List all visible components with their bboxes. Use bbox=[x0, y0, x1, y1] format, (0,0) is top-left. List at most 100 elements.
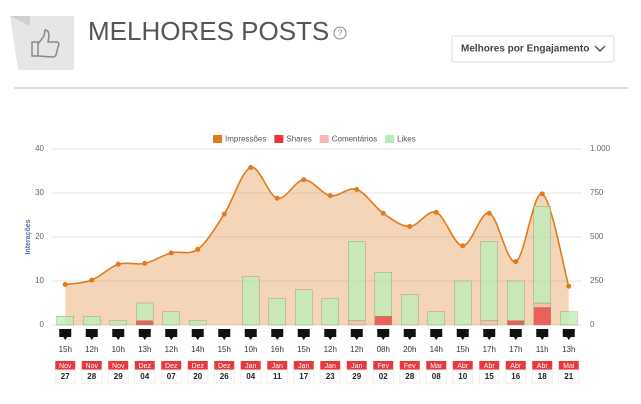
month-badge bbox=[532, 361, 553, 370]
y2-tick-label: 0 bbox=[590, 320, 595, 329]
month-label: Nov bbox=[112, 363, 125, 370]
day-box bbox=[107, 369, 129, 384]
month-badge bbox=[452, 361, 473, 370]
time-label: 14h bbox=[191, 345, 204, 354]
area-point bbox=[62, 282, 68, 288]
area-point bbox=[566, 283, 572, 289]
day-box bbox=[319, 369, 341, 384]
area-point bbox=[301, 177, 307, 183]
time-label: 11h bbox=[536, 345, 549, 354]
month-label: Dez bbox=[165, 363, 178, 370]
time-label: 15h bbox=[218, 345, 231, 354]
day-box bbox=[346, 369, 368, 384]
day-label: 29 bbox=[352, 372, 361, 381]
day-box bbox=[452, 369, 474, 384]
month-label: Dez bbox=[192, 363, 205, 370]
day-box bbox=[160, 369, 182, 384]
bar bbox=[321, 298, 339, 326]
bar bbox=[136, 320, 154, 326]
comment-icon bbox=[509, 329, 522, 340]
time-label: 10h bbox=[112, 345, 125, 354]
bar bbox=[507, 320, 525, 326]
day-label: 02 bbox=[379, 372, 388, 381]
time-label: 15h bbox=[59, 345, 72, 354]
area-point bbox=[513, 259, 519, 265]
day-label: 18 bbox=[538, 372, 547, 381]
comment-icon bbox=[430, 329, 443, 340]
month-badge bbox=[320, 361, 341, 370]
area-point bbox=[274, 195, 280, 201]
month-label: Jan bbox=[351, 363, 362, 370]
day-box bbox=[213, 369, 235, 384]
day-label: 23 bbox=[326, 372, 335, 381]
help-text: ? bbox=[338, 29, 343, 38]
time-label: 08h bbox=[377, 345, 390, 354]
month-label: Jan bbox=[298, 363, 309, 370]
legend-swatch bbox=[385, 135, 395, 143]
thumbs-up-icon bbox=[31, 29, 60, 58]
bar bbox=[109, 320, 127, 326]
month-label: Jan bbox=[245, 363, 256, 370]
month-badge bbox=[55, 361, 76, 370]
bar bbox=[242, 276, 260, 326]
area-fill bbox=[65, 167, 569, 325]
bar bbox=[136, 302, 154, 321]
day-box bbox=[399, 369, 421, 384]
day-box bbox=[240, 369, 262, 384]
month-label: Dez bbox=[218, 363, 231, 370]
bar bbox=[268, 298, 286, 326]
area-point bbox=[115, 261, 121, 267]
day-label: 17 bbox=[299, 372, 308, 381]
month-badge bbox=[187, 361, 208, 370]
comment-icon bbox=[244, 329, 257, 340]
dropdown[interactable] bbox=[451, 35, 615, 63]
day-label: 08 bbox=[432, 372, 441, 381]
comment-icon bbox=[562, 329, 575, 340]
day-box bbox=[478, 369, 500, 384]
comment-icon bbox=[456, 329, 469, 340]
comment-icon bbox=[483, 329, 496, 340]
y2-tick-label: 1.000 bbox=[590, 144, 611, 153]
day-box bbox=[266, 369, 288, 384]
month-label: Dez bbox=[139, 363, 152, 370]
month-label: Abr bbox=[484, 363, 496, 370]
legend-swatch bbox=[319, 135, 329, 143]
bar bbox=[374, 272, 392, 317]
day-label: 29 bbox=[114, 372, 123, 381]
y-tick-label: 20 bbox=[35, 232, 44, 241]
month-label: Abr bbox=[510, 363, 522, 370]
time-label: 16h bbox=[271, 345, 284, 354]
day-label: 15 bbox=[485, 372, 494, 381]
day-label: 20 bbox=[193, 372, 202, 381]
comment-icon bbox=[165, 329, 178, 340]
area-point bbox=[433, 209, 439, 215]
month-badge bbox=[214, 361, 235, 370]
bar bbox=[454, 280, 472, 326]
day-box bbox=[425, 369, 447, 384]
month-badge bbox=[240, 361, 261, 370]
comment-icon bbox=[403, 329, 416, 340]
comment-icon bbox=[324, 329, 337, 340]
bar bbox=[533, 307, 551, 326]
day-box bbox=[531, 369, 553, 384]
day-label: 27 bbox=[61, 372, 70, 381]
area-point bbox=[539, 191, 545, 197]
area-point bbox=[327, 193, 333, 199]
month-label: Fev bbox=[404, 363, 416, 370]
area-line bbox=[65, 166, 570, 287]
day-box bbox=[54, 369, 76, 384]
header: MELHORES POSTS ? Melhores por Engajament… bbox=[10, 16, 628, 89]
legend-swatch bbox=[274, 135, 284, 143]
comment-icon bbox=[297, 329, 310, 340]
month-badge bbox=[161, 361, 182, 370]
icon-box bbox=[10, 16, 74, 70]
month-badge bbox=[108, 361, 129, 370]
help-icon[interactable] bbox=[333, 26, 347, 40]
time-label: 12h bbox=[350, 345, 363, 354]
month-badge bbox=[558, 361, 579, 370]
time-label: 10h bbox=[244, 345, 257, 354]
day-box bbox=[134, 369, 156, 384]
bar bbox=[533, 205, 551, 304]
y-tick-label: 0 bbox=[40, 320, 45, 329]
